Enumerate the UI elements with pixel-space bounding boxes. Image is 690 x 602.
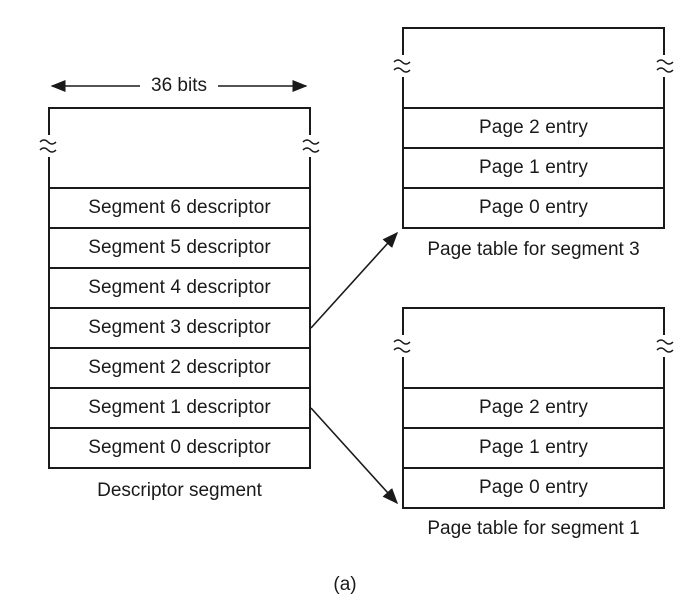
figure-label: (a): [320, 574, 370, 596]
